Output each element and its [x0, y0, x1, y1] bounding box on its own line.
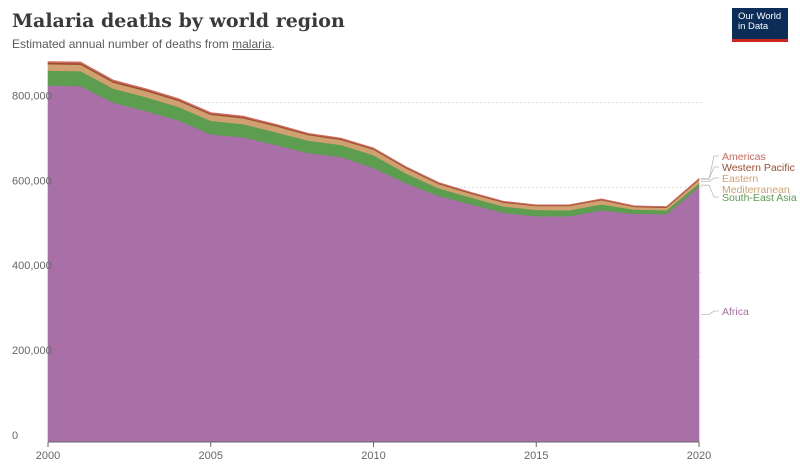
subtitle-period: .	[271, 37, 275, 51]
y-tick-label: 800,000	[12, 90, 52, 102]
series-label-africa: Africa	[722, 306, 749, 318]
label-leader-eastern-mediterranean	[701, 177, 719, 182]
x-tick-label: 2005	[199, 450, 223, 462]
chart-subtitle: Estimated annual number of deaths from m…	[12, 37, 712, 51]
logo-line-2: in Data	[738, 21, 769, 32]
logo-red-bar	[732, 39, 788, 42]
area-africa[interactable]	[47, 85, 700, 443]
x-tick-label: 2020	[687, 450, 711, 462]
area-layer	[47, 61, 700, 443]
x-tick-label: 2015	[524, 450, 548, 462]
our-world-in-data-logo[interactable]: Our World in Data	[732, 8, 788, 42]
y-tick-label: 400,000	[12, 260, 52, 272]
y-tick-label: 0	[12, 430, 18, 442]
series-label-americas: Americas	[722, 151, 766, 163]
y-tick-label: 600,000	[12, 175, 52, 187]
label-leader-africa	[701, 310, 719, 315]
x-tick-label: 2000	[36, 450, 60, 462]
series-label-western-pacific: Western Pacific	[722, 162, 795, 174]
chart-header: Malaria deaths by world region Estimated…	[12, 8, 712, 51]
chart-title: Malaria deaths by world region	[12, 10, 345, 32]
label-leader-south-east-asia	[701, 184, 719, 198]
series-label-south-east-asia: South-East Asia	[722, 192, 797, 204]
axis-layer: 0 200,000 400,000 600,000 800,000 2000 2005 201…	[12, 90, 711, 462]
subtitle-text: Estimated annual number of deaths from	[12, 37, 233, 51]
label-leader-americas	[701, 155, 719, 180]
y-tick-label: 200,000	[12, 345, 52, 357]
logo-line-1: Our World	[738, 11, 782, 22]
series-label-eastern-mediterranean: Eastern Mediterranean	[722, 173, 790, 196]
x-tick-label: 2010	[361, 450, 385, 462]
malaria-link[interactable]: malaria	[232, 37, 272, 51]
label-leader-western-pacific	[701, 166, 719, 180]
area-americas[interactable]	[47, 61, 700, 208]
